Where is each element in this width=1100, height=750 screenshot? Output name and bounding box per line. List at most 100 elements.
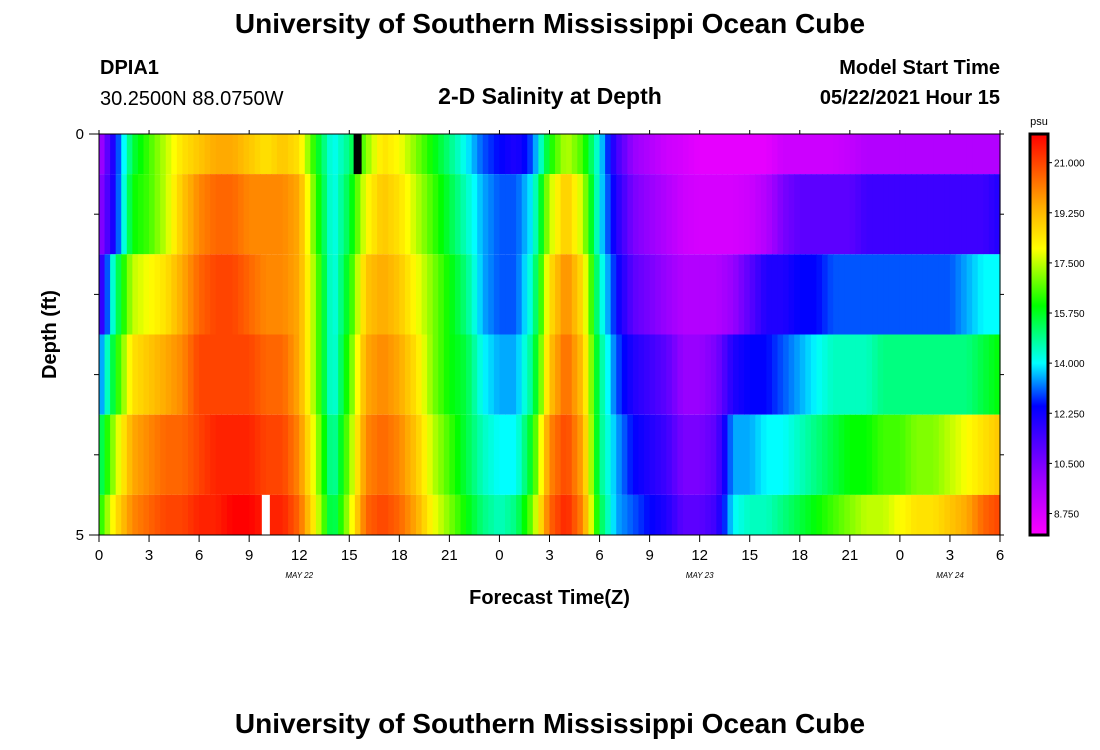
heatmap-cell xyxy=(894,254,901,335)
heatmap-cell xyxy=(254,174,261,255)
heatmap-cell xyxy=(571,494,578,535)
heatmap-cell xyxy=(187,134,195,175)
heatmap-cell xyxy=(944,414,951,495)
heatmap-cell xyxy=(543,494,551,535)
heatmap-cell xyxy=(588,494,595,535)
heatmap-cell xyxy=(104,174,111,255)
heatmap-cell xyxy=(132,334,139,415)
heatmap-cell xyxy=(454,174,462,255)
heatmap-cell xyxy=(460,134,467,175)
heatmap-cell xyxy=(338,134,345,175)
heatmap-cell xyxy=(994,414,1001,495)
heatmap-cell xyxy=(466,254,473,335)
heatmap-cell xyxy=(860,134,868,175)
heatmap-cell xyxy=(610,254,617,335)
heatmap-cell xyxy=(849,174,856,255)
heatmap-cell xyxy=(288,174,295,255)
heatmap-cell xyxy=(249,134,256,175)
heatmap-cell xyxy=(577,334,584,415)
heatmap-cell xyxy=(443,494,450,535)
heatmap-cell xyxy=(182,254,189,335)
heatmap-cell xyxy=(310,334,317,415)
heatmap-cell xyxy=(454,254,462,335)
heatmap-cell xyxy=(543,134,551,175)
heatmap-cell xyxy=(994,334,1001,415)
heatmap-cell xyxy=(966,174,973,255)
heatmap-cell xyxy=(755,134,762,175)
x-tick-label: 6 xyxy=(595,547,603,564)
heatmap-cell xyxy=(560,334,567,415)
heatmap-cell xyxy=(799,494,806,535)
heatmap-cell xyxy=(682,254,690,335)
heatmap-cell xyxy=(149,174,156,255)
heatmap-cell xyxy=(888,494,895,535)
heatmap-cell xyxy=(844,134,851,175)
heatmap-cell xyxy=(110,134,117,175)
heatmap-cell xyxy=(327,494,334,535)
heatmap-cell xyxy=(137,254,145,335)
heatmap-cell xyxy=(132,174,139,255)
x-tick-label: 21 xyxy=(841,547,858,564)
heatmap-cell xyxy=(532,254,539,335)
heatmap-cell xyxy=(972,134,979,175)
heatmap-markers xyxy=(261,134,362,535)
heatmap-cell xyxy=(527,134,534,175)
heatmap-cell xyxy=(271,174,278,255)
heatmap-cell xyxy=(299,334,306,415)
heatmap-cell xyxy=(911,414,918,495)
heatmap-cell xyxy=(593,254,601,335)
heatmap-cell xyxy=(421,134,428,175)
heatmap-cell xyxy=(972,494,979,535)
heatmap-cell xyxy=(232,174,239,255)
heatmap-cell xyxy=(938,134,945,175)
heatmap-cell xyxy=(293,334,300,415)
heatmap-cell xyxy=(838,414,845,495)
heatmap-cell xyxy=(171,334,178,415)
heatmap-cell xyxy=(199,334,206,415)
heatmap-cell xyxy=(671,174,679,255)
heatmap-cell xyxy=(399,174,406,255)
heatmap-cell xyxy=(238,334,245,415)
heatmap-cell xyxy=(794,254,801,335)
heatmap-cell xyxy=(555,254,562,335)
heatmap-cell xyxy=(171,414,178,495)
heatmap-cell xyxy=(416,334,423,415)
heatmap-cell xyxy=(365,134,373,175)
heatmap-cell xyxy=(505,494,512,535)
heatmap-cell xyxy=(327,174,334,255)
heatmap-cell xyxy=(104,494,111,535)
station-id: DPIA1 xyxy=(100,57,159,79)
heatmap-cell xyxy=(377,134,384,175)
heatmap-cell xyxy=(933,134,940,175)
heatmap-cell xyxy=(121,414,128,495)
heatmap-cell xyxy=(460,254,467,335)
heatmap-cell xyxy=(115,414,122,495)
heatmap-cell xyxy=(827,134,834,175)
heatmap-cell xyxy=(521,174,528,255)
x-tick-label: 15 xyxy=(341,547,358,564)
plot-title: 2-D Salinity at Depth xyxy=(438,83,662,109)
heatmap-cell xyxy=(488,174,495,255)
heatmap-cell xyxy=(961,414,968,495)
heatmap-cell xyxy=(549,494,556,535)
heatmap-cell xyxy=(254,334,261,415)
heatmap-cell xyxy=(416,414,423,495)
heatmap-cell xyxy=(933,494,940,535)
heatmap-cell xyxy=(176,494,184,535)
heatmap-cell xyxy=(510,134,517,175)
heatmap-cell xyxy=(644,414,651,495)
heatmap-cell xyxy=(210,414,217,495)
heatmap-cell xyxy=(677,414,684,495)
heatmap-cell xyxy=(121,174,128,255)
heatmap-cell xyxy=(822,414,829,495)
heatmap-cell xyxy=(477,254,484,335)
heatmap-cell xyxy=(721,254,729,335)
heatmap-cell xyxy=(593,134,601,175)
heatmap-cell xyxy=(788,494,795,535)
heatmap-cell xyxy=(955,174,962,255)
heatmap-cell xyxy=(733,174,740,255)
heatmap-cell xyxy=(321,414,328,495)
heatmap-cell xyxy=(977,134,984,175)
heatmap-cell xyxy=(866,254,873,335)
heatmap-cell xyxy=(655,254,662,335)
